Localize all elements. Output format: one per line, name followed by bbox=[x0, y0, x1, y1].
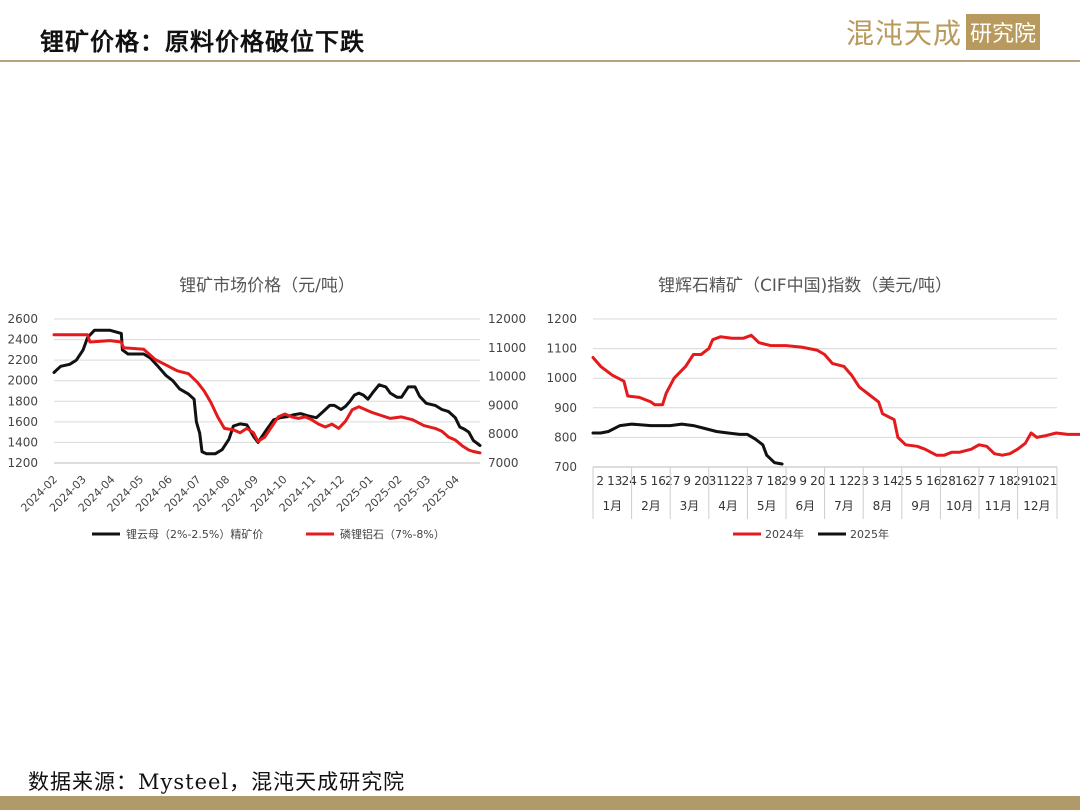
y-right-tick-label: 7000 bbox=[488, 456, 519, 470]
logo-box-text: 研究院 bbox=[966, 14, 1041, 50]
chart-title: 锂辉石精矿（CIF中国)指数（美元/吨） bbox=[658, 276, 952, 296]
y-left-tick-label: 2600 bbox=[7, 312, 38, 326]
x-day-label: 24 bbox=[622, 474, 637, 488]
x-day-label: 29 bbox=[781, 474, 796, 488]
y-left-tick-label: 2200 bbox=[7, 353, 38, 367]
y-left-tick-label: 1200 bbox=[7, 456, 38, 470]
series-line bbox=[52, 333, 482, 455]
x-day-label: 16 bbox=[955, 474, 970, 488]
x-day-label: 7 bbox=[988, 474, 996, 488]
legend-label: 锂云母（2%-2.5%）精矿价 bbox=[126, 527, 263, 541]
x-day-label: 27 bbox=[665, 474, 680, 488]
x-day-label: 5 bbox=[915, 474, 923, 488]
chart-title: 锂矿市场价格（元/吨） bbox=[179, 276, 355, 296]
x-month-label: 7月 bbox=[834, 499, 854, 513]
y-tick-label: 1100 bbox=[546, 342, 577, 356]
header-rule bbox=[0, 60, 1080, 62]
legend-label: 磷锂铝石（7%-8%） bbox=[340, 527, 445, 541]
x-day-label: 9 bbox=[799, 474, 807, 488]
y-left-tick-label: 1600 bbox=[7, 415, 38, 429]
lithium-ore-market-price-chart: 锂矿市场价格（元/吨） 1200 1400 1600 1800 2000 2200 2400 2… bbox=[0, 270, 540, 550]
y-right-tick-label: 12000 bbox=[488, 312, 526, 326]
x-day-label: 21 bbox=[1042, 474, 1057, 488]
x-month-label: 9月 bbox=[911, 499, 931, 513]
y-tick-label: 700 bbox=[554, 460, 577, 474]
x-month-label: 6月 bbox=[795, 499, 815, 513]
y-left-tick-label: 2000 bbox=[7, 374, 38, 388]
y-right-tick-label: 11000 bbox=[488, 341, 526, 355]
footer-bar bbox=[0, 796, 1080, 810]
data-source-note: 数据来源：Mysteel，混沌天成研究院 bbox=[28, 770, 406, 794]
x-month-label: 4月 bbox=[718, 499, 738, 513]
x-day-label: 3 bbox=[872, 474, 880, 488]
x-month-label: 12月 bbox=[1023, 499, 1050, 513]
x-month-label: 10月 bbox=[946, 499, 973, 513]
header: 锂矿价格：原料价格破位下跌 混沌天成 研究院 bbox=[0, 0, 1080, 62]
series-line bbox=[591, 422, 784, 466]
y-tick-label: 1000 bbox=[546, 371, 577, 385]
x-month-label: 1月 bbox=[602, 499, 622, 513]
y-left-tick-label: 2400 bbox=[7, 333, 38, 347]
x-day-label: 18 bbox=[767, 474, 782, 488]
x-month-label: 8月 bbox=[873, 499, 893, 513]
x-day-label: 5 bbox=[640, 474, 648, 488]
x-day-label: 2 bbox=[596, 474, 604, 488]
x-day-label: 16 bbox=[926, 474, 941, 488]
x-day-label: 12 bbox=[839, 474, 854, 488]
x-day-label: 20 bbox=[694, 474, 709, 488]
logo: 混沌天成 研究院 bbox=[846, 14, 1041, 50]
x-day-label: 12 bbox=[723, 474, 738, 488]
x-day-label: 29 bbox=[1013, 474, 1028, 488]
y-tick-label: 900 bbox=[554, 401, 577, 415]
x-day-label: 25 bbox=[897, 474, 912, 488]
x-day-label: 10 bbox=[1028, 474, 1043, 488]
x-day-label: 28 bbox=[941, 474, 956, 488]
y-tick-label: 1200 bbox=[546, 312, 577, 326]
y-tick-label: 800 bbox=[554, 430, 577, 444]
x-day-label: 23 bbox=[854, 474, 869, 488]
x-day-label: 18 bbox=[999, 474, 1014, 488]
series-line bbox=[52, 328, 482, 456]
legend-label: 2025年 bbox=[850, 527, 889, 541]
x-day-label: 16 bbox=[651, 474, 666, 488]
y-right-tick-label: 9000 bbox=[488, 398, 519, 412]
series-line bbox=[591, 333, 1080, 457]
x-day-label: 27 bbox=[970, 474, 985, 488]
x-month-label: 5月 bbox=[757, 499, 777, 513]
legend-label: 2024年 bbox=[765, 527, 804, 541]
x-day-label: 20 bbox=[810, 474, 825, 488]
x-month-label: 3月 bbox=[680, 499, 700, 513]
y-left-tick-label: 1800 bbox=[7, 394, 38, 408]
x-day-label: 9 bbox=[683, 474, 691, 488]
y-right-tick-label: 10000 bbox=[488, 370, 526, 384]
y-left-tick-label: 1400 bbox=[7, 435, 38, 449]
logo-main-text: 混沌天成 bbox=[846, 17, 963, 50]
x-day-label: 23 bbox=[738, 474, 753, 488]
y-right-tick-label: 8000 bbox=[488, 427, 519, 441]
x-day-label: 13 bbox=[607, 474, 622, 488]
x-day-label: 31 bbox=[709, 474, 724, 488]
x-month-label: 11月 bbox=[985, 499, 1012, 513]
x-day-label: 14 bbox=[883, 474, 898, 488]
x-month-label: 2月 bbox=[641, 499, 661, 513]
x-day-label: 1 bbox=[828, 474, 836, 488]
x-day-label: 7 bbox=[756, 474, 764, 488]
spodumene-cif-index-chart: 锂辉石精矿（CIF中国)指数（美元/吨） 700 800 900 1000 1100 120… bbox=[540, 270, 1080, 550]
page-title: 锂矿价格：原料价格破位下跌 bbox=[40, 27, 365, 56]
